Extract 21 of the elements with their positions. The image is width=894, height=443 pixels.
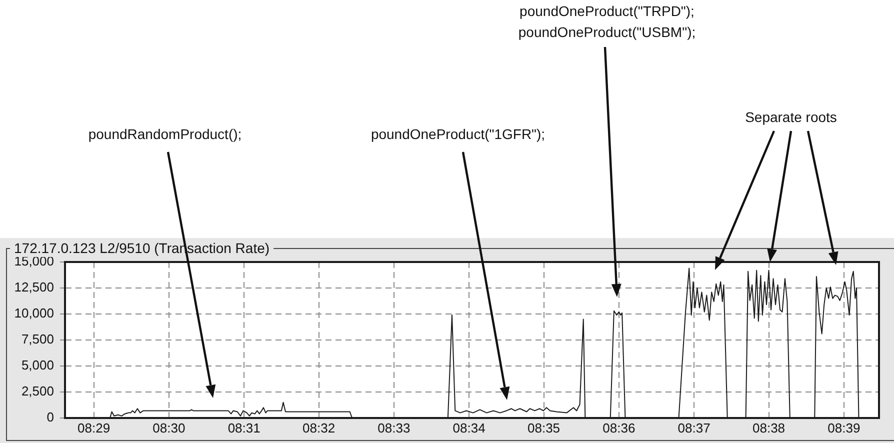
x-tick-label: 08:37 [678, 420, 710, 436]
text: poundOneProduct("TRPD"); poundOneProduct("USBM"); [518, 2, 696, 40]
y-tick-label: 12,500 [14, 280, 54, 295]
x-tick-label: 08:31 [228, 420, 260, 436]
text: poundOneProduct("1GFR"); [370, 126, 546, 142]
x-tick-label: 08:35 [527, 420, 560, 436]
text: Separate roots [745, 108, 837, 125]
x-tick-label: 08:38 [752, 420, 786, 436]
x-tick-label: 08:30 [152, 420, 186, 436]
x-tick-label: 08:39 [828, 420, 860, 436]
y-tick-label: 2,500 [21, 384, 54, 399]
x-tick-label: 08:33 [378, 420, 410, 436]
x-tick-label: 08:34 [452, 420, 486, 436]
x-tick-label: 08:32 [302, 420, 336, 436]
y-tick-label: 7,500 [21, 332, 54, 347]
x-tick-label: 08:36 [602, 420, 636, 436]
text: poundRandomProduct(); [88, 126, 242, 142]
x-tick-label: 08:29 [78, 420, 110, 436]
y-tick-label: 0 [46, 410, 54, 425]
y-tick-label: 10,000 [14, 306, 54, 321]
y-tick-label: 5,000 [21, 358, 54, 373]
